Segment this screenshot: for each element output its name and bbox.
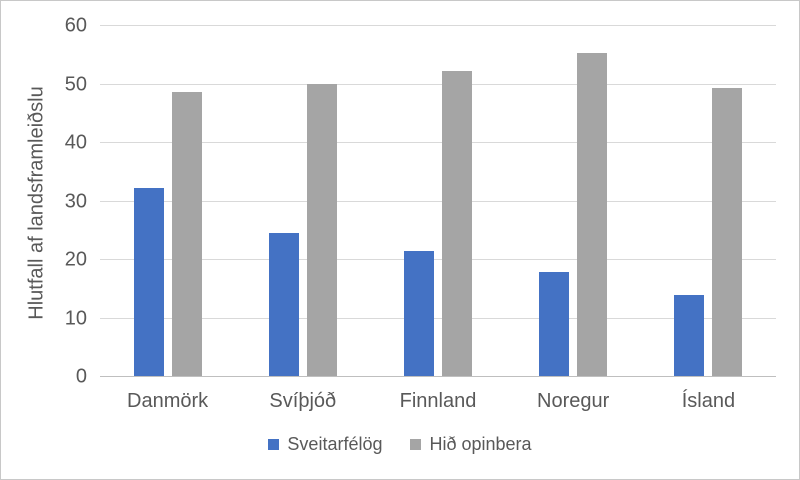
y-tick-label-20: 20 (64, 248, 87, 271)
bar-Sveitarfélög-Svíþjóð (268, 233, 299, 376)
y-tick-label-10: 10 (64, 307, 87, 329)
bar-Sveitarfélög-Noregur (539, 272, 570, 376)
legend-label: Sveitarfélög (287, 434, 383, 454)
legend-swatch-icon (268, 439, 280, 450)
x-category-label-Noregur: Noregur (537, 390, 610, 412)
bar-Sveitarfélög-Finnland (404, 251, 434, 376)
bar-Sveitarfélög-Ísland (674, 294, 705, 376)
legend: Sveitarfélög Hið opinbera (1, 434, 799, 455)
x-category-label-Finnland: Finnland (399, 390, 477, 412)
gridline-30 (100, 200, 776, 202)
gridline-60 (100, 25, 776, 26)
bar-Hið opinbera-Noregur (577, 53, 608, 376)
bar-Hið opinbera-Svíþjóð (306, 83, 337, 376)
legend-item-Sveitarfélög: Sveitarfélög (268, 434, 382, 455)
gridline-10 (100, 317, 776, 319)
x-axis-line (100, 376, 776, 377)
gridline-40 (100, 142, 776, 143)
legend-swatch-icon (410, 439, 422, 450)
legend-item-Hið opinbera: Hið opinbera (410, 434, 532, 455)
gridline-50 (100, 83, 776, 85)
bar-Sveitarfélög-Danmörk (133, 187, 164, 376)
y-tick-label-60: 60 (64, 14, 87, 37)
bar-Hið opinbera-Finnland (442, 70, 472, 376)
y-tick-label-40: 40 (64, 131, 87, 154)
y-tick-label-30: 30 (64, 190, 87, 212)
plot-area (100, 25, 776, 377)
x-category-label-Danmörk: Danmörk (127, 390, 209, 412)
y-tick-label-50: 50 (64, 73, 87, 95)
x-category-label-Svíþjóð: Svíþjóð (269, 390, 337, 412)
bar-Hið opinbera-Danmörk (171, 92, 202, 376)
legend-label: Hið opinbera (429, 434, 532, 454)
gridline-20 (100, 259, 776, 260)
bar-Hið opinbera-Ísland (712, 88, 743, 376)
y-tick-label-0: 0 (75, 365, 87, 388)
x-category-label-Ísland: Ísland (681, 390, 736, 412)
